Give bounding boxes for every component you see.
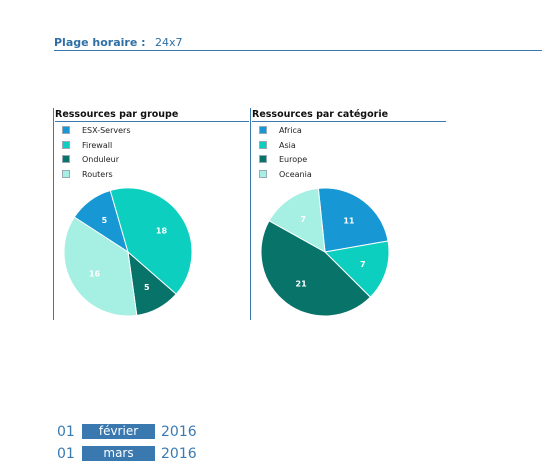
legend-swatch (62, 126, 70, 134)
pie-slice-africa (317, 187, 389, 253)
legend-label: Asia (279, 140, 296, 150)
pie-slice-europe (260, 220, 372, 317)
legend-swatch (62, 169, 70, 178)
date-month-selector[interactable]: mars (82, 446, 155, 461)
date-row: 01 février 2016 (57, 424, 197, 440)
pie-data-label: 11 (343, 216, 355, 225)
legend-swatch (259, 155, 267, 163)
date-year: 2016 (161, 424, 197, 440)
pie-data-label: 18 (156, 227, 168, 236)
legend-label: Europe (279, 155, 308, 164)
chart-legend: ESX-Servers Firewall Onduleur Routers (62, 126, 131, 184)
legend-swatch (62, 140, 70, 149)
chart-panel-categorie: Ressources par catégorie Africa Asia Eur… (250, 108, 447, 320)
legend-label: Firewall (82, 140, 113, 150)
pie-slice-routers (63, 216, 138, 317)
pie-chart: 5 18 5 16 (63, 187, 193, 317)
pie-data-label: 7 (300, 215, 306, 224)
legend-label: Oceania (279, 169, 312, 179)
legend-label: ESX-Servers (82, 126, 131, 135)
legend-item: Africa (259, 126, 312, 141)
pie-chart: 11 7 21 7 (260, 187, 390, 317)
legend-item: ESX-Servers (62, 126, 131, 141)
date-day: 01 (57, 424, 75, 440)
legend-item: Routers (62, 169, 131, 185)
chart-title: Ressources par groupe (55, 108, 249, 122)
date-row: 01 mars 2016 (57, 446, 197, 462)
chart-legend: Africa Asia Europe Oceania (259, 126, 312, 184)
legend-item: Onduleur (62, 155, 131, 170)
pie-slice-firewall (109, 187, 193, 295)
chart-title: Ressources par catégorie (252, 108, 446, 122)
pie-slice-oceania (268, 187, 326, 253)
legend-item: Asia (259, 140, 312, 156)
date-year: 2016 (161, 446, 197, 462)
schedule-row: Plage horaire : 24x7 (54, 36, 542, 51)
legend-swatch (259, 126, 267, 134)
legend-item: Oceania (259, 169, 312, 185)
schedule-label: Plage horaire : (54, 36, 146, 49)
legend-swatch (62, 155, 70, 163)
pie-data-label: 21 (296, 280, 308, 289)
schedule-value: 24x7 (155, 36, 183, 49)
legend-label: Africa (279, 126, 302, 135)
legend-swatch (259, 140, 267, 149)
date-month-selector[interactable]: février (82, 424, 155, 439)
legend-item: Firewall (62, 140, 131, 156)
chart-panel-groupe: Ressources par groupe ESX-Servers Firewa… (53, 108, 250, 320)
pie-data-label: 5 (144, 283, 150, 292)
legend-item: Europe (259, 155, 312, 170)
legend-label: Onduleur (82, 155, 120, 164)
pie-data-label: 16 (89, 269, 101, 278)
date-day: 01 (57, 446, 75, 462)
pie-data-label: 5 (102, 216, 108, 225)
legend-label: Routers (82, 169, 113, 179)
legend-swatch (259, 169, 267, 178)
pie-data-label: 7 (360, 260, 366, 269)
pie-slice-asia (323, 240, 390, 298)
